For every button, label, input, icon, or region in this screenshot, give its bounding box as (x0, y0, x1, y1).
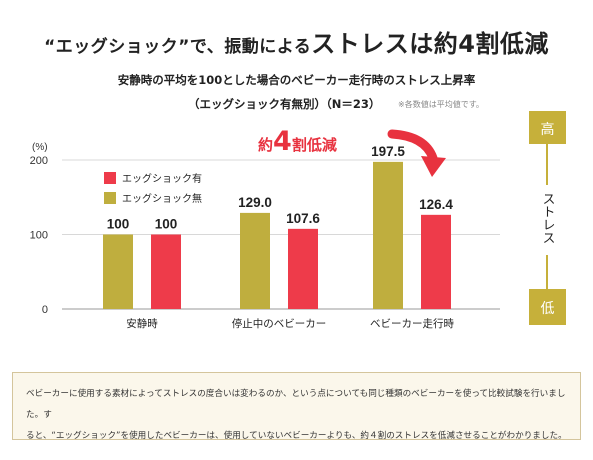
bars (103, 161, 451, 309)
x-tick-label: ベビーカー走行時 (370, 317, 454, 330)
legend-label: エッグショック有 (122, 172, 202, 185)
callout-suffix: 割低減 (292, 136, 337, 154)
chart-subtitle-condition: （エッグショック有無別）（N＝23） (188, 97, 381, 111)
svg-text:約4割低減: 約4割低減 (258, 126, 337, 157)
callout-number: 4 (273, 126, 292, 157)
bar-with-2 (421, 214, 451, 309)
bar-without-2 (373, 161, 403, 309)
y-tick-label: 200 (30, 155, 48, 167)
bar-with-1 (288, 228, 318, 309)
x-tick-label: 停止中のベビーカー (232, 317, 327, 330)
legend-label: エッグショック無 (122, 192, 202, 205)
arrow-icon (387, 129, 446, 177)
data-label: 100 (155, 217, 178, 232)
headline: “エッグショック”で、振動によるストレスは約4割低減 (0, 24, 593, 59)
data-label: 197.5 (371, 144, 405, 159)
data-label: 107.6 (286, 211, 320, 226)
scale-title: ストレス (540, 192, 555, 244)
footnote-line1: ベビーカーに使用する素材によってストレスの度合いは変わるのか、という点についても… (26, 389, 566, 420)
x-tick-labels: 安静時 停止中のベビーカー ベビーカー走行時 (126, 317, 454, 330)
legend-swatch (104, 192, 116, 204)
chart-subtitle: 安静時の平均を100とした場合のベビーカー走行時のストレス上昇率 (117, 73, 476, 87)
y-tick-labels: 0 100 200 (30, 155, 48, 316)
chart-subtitle-note: ※各数値は平均値です。 (398, 100, 484, 109)
bar-without-0 (103, 234, 133, 309)
headline-part1: “エッグショック”で、振動による (44, 37, 312, 57)
y-tick-label: 100 (30, 230, 48, 242)
scale-high-label: 高 (541, 121, 555, 138)
callout-prefix: 約 (258, 136, 273, 154)
data-label: 100 (107, 217, 130, 232)
scale-low-label: 低 (541, 301, 555, 317)
data-label: 129.0 (238, 195, 272, 210)
data-labels: 100 100 129.0 107.6 197.5 126.4 (107, 144, 454, 232)
bar-with-0 (151, 234, 181, 309)
stress-scale: 高 ストレス 低 (529, 111, 566, 325)
data-label: 126.4 (419, 197, 453, 212)
bar-chart: (%) 0 100 200 100 100 129.0 107.6 197.5 126.4 安… (30, 111, 566, 330)
headline-part2: ストレスは約4割低減 (311, 30, 549, 58)
legend-swatch (104, 172, 116, 184)
bar-without-1 (240, 212, 270, 309)
x-tick-label: 安静時 (126, 317, 158, 330)
footnote: ベビーカーに使用する素材によってストレスの度合いは変わるのか、という点についても… (12, 372, 581, 441)
y-axis-label: (%) (32, 142, 48, 153)
y-tick-label: 0 (42, 304, 48, 316)
footnote-line2: ると、“エッグショック”を使用したベビーカーは、使用していないベビーカーよりも、… (26, 431, 567, 441)
callout: 約4割低減 (258, 126, 337, 157)
